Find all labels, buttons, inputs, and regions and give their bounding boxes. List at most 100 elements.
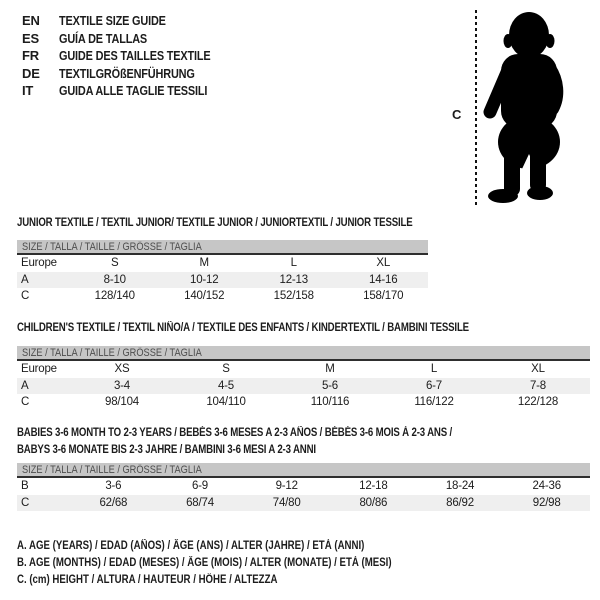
table-cell: 128/140 xyxy=(94,290,135,303)
row-label: C xyxy=(21,290,30,303)
table-cell: XL xyxy=(531,363,545,376)
table-cell: 104/110 xyxy=(206,396,246,409)
height-dotted-line xyxy=(475,10,477,208)
table-cell: 158/170 xyxy=(363,290,404,303)
legend-text: C. (cm) HEIGHT / ALTURA / HAUTEUR / HÖHE… xyxy=(17,573,278,586)
measurement-legend: A. AGE (YEARS) / EDAD (AÑOS) / ÂGE (ANS)… xyxy=(17,537,463,589)
language-row-de: DE TEXTILGRÖßENFÜHRUNG xyxy=(22,65,239,83)
size-header-bar: SIZE / TALLA / TAILLE / GRÖSSE / TAGLIA xyxy=(17,240,428,255)
size-header-label: SIZE / TALLA / TAILLE / GRÖSSE / TAGLIA xyxy=(22,240,202,253)
table-row: A 3-4 4-5 5-6 6-7 7-8 xyxy=(17,377,590,394)
table-cell: 7-8 xyxy=(529,379,547,392)
table-cell: S xyxy=(222,363,230,376)
table-cell: 6-7 xyxy=(425,379,443,392)
baby-silhouette-image xyxy=(483,12,564,203)
language-row-en: EN TEXTILE SIZE GUIDE xyxy=(22,12,239,30)
table-cell: 3-6 xyxy=(105,480,122,493)
baby-arm-right xyxy=(544,62,564,115)
baby-leg-left xyxy=(504,146,520,196)
language-code: DE xyxy=(22,65,40,81)
baby-head xyxy=(509,12,549,58)
table-cell: 14-16 xyxy=(369,273,398,286)
table-cell: 5-6 xyxy=(321,379,339,392)
height-measure-label: C xyxy=(452,107,462,122)
legend-text: B. AGE (MONTHS) / EDAD (MESES) / ÂGE (MO… xyxy=(17,556,392,569)
table-row: C 62/68 68/74 74/80 80/86 86/92 92/98 xyxy=(17,494,590,511)
babies-title-line2: BABYS 3-6 MONATE BIS 2-3 JAHRE / BAMBINI… xyxy=(17,444,316,456)
table-row: Europe XS S M L XL xyxy=(17,361,590,378)
language-row-fr: FR GUIDE DES TAILLES TEXTILE xyxy=(22,47,239,65)
baby-ear-right xyxy=(545,34,555,48)
childrens-textile-title: CHILDREN'S TEXTILE / TEXTIL NIÑO/A / TEX… xyxy=(17,322,469,334)
table-cell: 4-5 xyxy=(217,379,235,392)
babies-textile-table: SIZE / TALLA / TAILLE / GRÖSSE / TAGLIA … xyxy=(17,463,590,511)
table-row: A 8-10 10-12 12-13 14-16 xyxy=(17,271,428,288)
language-row-it: IT GUIDA ALLE TAGLIE TESSILI xyxy=(22,82,239,100)
language-code: FR xyxy=(22,48,39,64)
table-cell: XS xyxy=(114,363,130,376)
table-cell: 9-12 xyxy=(275,480,298,493)
table-row: Europe S M L XL xyxy=(17,255,428,272)
table-row: C 98/104 104/110 110/116 116/122 122/128 xyxy=(17,394,590,411)
table-cell: 86/92 xyxy=(446,496,474,509)
language-title: TEXTILGRÖßENFÜHRUNG xyxy=(59,65,195,81)
size-header-label: SIZE / TALLA / TAILLE / GRÖSSE / TAGLIA xyxy=(22,346,202,359)
childrens-textile-table: SIZE / TALLA / TAILLE / GRÖSSE / TAGLIA … xyxy=(17,346,590,411)
table-cell: 18-24 xyxy=(445,480,475,493)
table-cell: S xyxy=(111,257,119,270)
table-cell: 140/152 xyxy=(184,290,225,303)
junior-textile-title: JUNIOR TEXTILE / TEXTIL JUNIOR/ TEXTILE … xyxy=(17,217,413,229)
row-label: B xyxy=(21,480,29,493)
table-cell: 152/158 xyxy=(273,290,314,303)
language-title: GUIDE DES TAILLES TEXTILE xyxy=(59,48,211,64)
childrens-textile-rows: Europe XS S M L XL A 3-4 4-5 5-6 6-7 7-8 C 98/104 104/… xyxy=(17,361,590,411)
babies-textile-rows: B 3-6 6-9 9-12 12-18 18-24 24-36 C 62/68 68/74 74/… xyxy=(17,478,590,511)
language-title: GUIDA ALLE TAGLIE TESSILI xyxy=(59,83,208,99)
table-row: B 3-6 6-9 9-12 12-18 18-24 24-36 xyxy=(17,478,590,495)
junior-textile-table: SIZE / TALLA / TAILLE / GRÖSSE / TAGLIA … xyxy=(17,240,428,305)
table-cell: 116/122 xyxy=(414,396,454,409)
legend-text: A. AGE (YEARS) / EDAD (AÑOS) / ÂGE (ANS)… xyxy=(17,539,365,552)
size-header-bar: SIZE / TALLA / TAILLE / GRÖSSE / TAGLIA xyxy=(17,346,590,361)
row-label: A xyxy=(21,379,29,392)
table-cell: 98/104 xyxy=(105,396,139,409)
table-cell: 3-4 xyxy=(113,379,131,392)
row-label: C xyxy=(21,396,30,409)
table-cell: 74/80 xyxy=(272,496,301,509)
table-cell: 8-10 xyxy=(103,273,126,286)
language-code: ES xyxy=(22,30,39,46)
legend-line-a: A. AGE (YEARS) / EDAD (AÑOS) / ÂGE (ANS)… xyxy=(17,537,463,554)
baby-torso xyxy=(501,54,557,128)
row-label: Europe xyxy=(21,257,57,270)
table-cell: 6-9 xyxy=(191,480,209,493)
baby-foot-left xyxy=(488,189,518,203)
table-cell: 122/128 xyxy=(517,396,559,409)
size-header-label: SIZE / TALLA / TAILLE / GRÖSSE / TAGLIA xyxy=(22,463,202,476)
baby-leg-right xyxy=(530,144,546,192)
table-row: C 128/140 140/152 152/158 158/170 xyxy=(17,288,428,305)
table-cell: XL xyxy=(376,257,391,270)
junior-textile-rows: Europe S M L XL A 8-10 10-12 12-13 14-16 C 128/140 1… xyxy=(17,255,428,305)
table-cell: L xyxy=(290,257,297,270)
language-title: GUÍA DE TALLAS xyxy=(59,30,148,46)
baby-arm-left xyxy=(483,63,515,119)
language-code: EN xyxy=(22,13,40,29)
row-label: Europe xyxy=(21,363,57,376)
table-cell: 12-13 xyxy=(279,273,309,286)
row-label: C xyxy=(21,496,30,509)
language-row-es: ES GUÍA DE TALLAS xyxy=(22,30,239,48)
legend-line-b: B. AGE (MONTHS) / EDAD (MESES) / ÂGE (MO… xyxy=(17,554,463,571)
size-header-bar: SIZE / TALLA / TAILLE / GRÖSSE / TAGLIA xyxy=(17,463,590,478)
babies-title-line1: BABIES 3-6 MONTH TO 2-3 YEARS / BEBÉS 3-… xyxy=(17,427,453,439)
baby-foot-right xyxy=(527,186,553,200)
table-cell: L xyxy=(430,363,438,376)
table-cell: 92/98 xyxy=(532,496,561,509)
row-label: A xyxy=(21,273,29,286)
table-cell: 110/116 xyxy=(310,396,350,409)
table-cell: 68/74 xyxy=(186,496,214,509)
language-title: TEXTILE SIZE GUIDE xyxy=(59,13,166,29)
table-cell: 80/86 xyxy=(359,496,388,509)
table-cell: M xyxy=(199,257,210,270)
table-cell: 62/68 xyxy=(99,496,128,509)
table-cell: 12-18 xyxy=(359,480,388,493)
